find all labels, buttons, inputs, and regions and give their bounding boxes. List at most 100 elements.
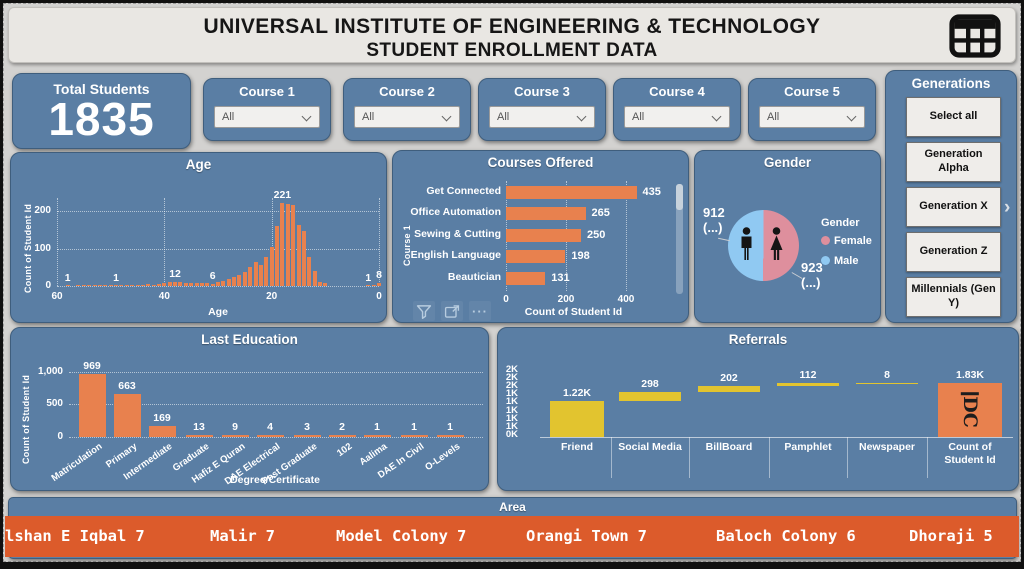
age-chart-title: Age [185,157,212,172]
referrals-bar[interactable] [619,392,681,401]
course-bar[interactable] [506,250,566,264]
course-5-dropdown[interactable]: All [759,106,865,128]
chart-scrollbar[interactable] [676,184,683,294]
generation-button-x[interactable]: Generation X [906,187,1001,227]
referrals-bar[interactable] [777,382,839,387]
age-bar[interactable] [173,281,178,286]
last-education-bar[interactable] [113,393,141,437]
age-bar[interactable] [189,283,194,286]
course-bar[interactable] [506,228,581,242]
age-bar[interactable] [146,284,151,286]
age-bar[interactable] [156,283,161,286]
age-bar[interactable] [216,282,220,286]
referrals-bar[interactable] [698,386,760,393]
last-education-bar[interactable] [256,435,284,437]
course-bar[interactable] [506,186,637,199]
age-bar[interactable] [108,284,113,286]
last-education-bar[interactable] [328,435,356,437]
course-4-dropdown[interactable]: All [624,106,730,128]
last-education-bar[interactable] [363,435,391,437]
age-bar[interactable] [167,282,172,286]
age-bar[interactable] [119,284,124,286]
age-bar[interactable] [65,284,70,286]
age-bar[interactable] [371,284,376,286]
age-bar[interactable] [210,283,215,286]
generation-button-millennials[interactable]: Millennials (Gen Y) [906,277,1001,317]
last-education-bar[interactable] [148,425,176,437]
chart-scrollbar-thumb[interactable] [676,184,683,210]
page-title-line2: STUDENT ENROLLMENT DATA [366,40,658,61]
male-legend-label[interactable]: Male [834,255,859,267]
last-education-bar[interactable] [400,435,428,437]
last-education-bar[interactable] [436,435,464,437]
age-bar[interactable] [199,283,204,286]
age-bar[interactable] [323,283,328,286]
generations-panel: Generations Select all Generation Alpha … [885,70,1017,323]
course-bar[interactable] [506,271,546,285]
more-options-icon[interactable]: ··· [469,301,491,321]
age-bar[interactable] [366,284,371,286]
age-bar[interactable] [312,271,317,286]
age-bar[interactable] [237,274,242,286]
referrals-category-label: Newspaper [858,441,916,453]
age-bar[interactable] [97,284,102,286]
female-legend-label[interactable]: Female [834,235,872,247]
age-bar[interactable] [226,278,231,286]
last-education-bar[interactable] [293,435,321,437]
age-bar[interactable] [140,284,145,286]
age-bar[interactable] [178,282,183,286]
age-bar[interactable] [301,230,306,286]
chevron-right-icon[interactable]: › [1004,197,1011,218]
age-bar[interactable] [194,283,199,286]
generation-button-alpha[interactable]: Generation Alpha [906,142,1001,182]
age-bar[interactable] [285,204,290,286]
course-1-dropdown[interactable]: All [214,106,320,128]
age-bar[interactable] [114,284,119,286]
age-bar[interactable] [275,226,280,286]
age-bar[interactable] [296,224,301,286]
female-legend-dot [821,236,830,245]
age-bar[interactable] [232,277,237,286]
age-bar[interactable] [124,284,129,286]
age-bar[interactable] [135,284,140,286]
age-bar[interactable] [242,271,247,286]
male-icon [741,227,752,260]
gender-pie[interactable] [728,210,799,281]
age-bar[interactable] [76,284,81,286]
age-bar[interactable] [280,203,285,286]
filter-funnel-icon[interactable] [413,301,435,321]
course-bar[interactable] [506,207,586,221]
age-bar[interactable] [248,267,253,286]
referrals-total-bar[interactable] [938,383,1002,437]
age-bar[interactable] [151,284,156,286]
age-bar[interactable] [81,284,86,286]
age-bar[interactable] [307,256,312,286]
age-bar[interactable] [264,256,269,286]
age-bar[interactable] [183,283,188,286]
referrals-bar[interactable] [856,382,918,385]
age-bar[interactable] [87,284,92,286]
age-bar[interactable] [291,205,296,286]
age-bar[interactable] [162,282,167,286]
age-bar[interactable] [205,283,210,286]
course-2-dropdown[interactable]: All [354,106,460,128]
age-bar[interactable] [317,281,322,286]
age-bar[interactable] [377,283,381,286]
courses-category-label: Beautician [447,270,501,283]
age-bar[interactable] [269,246,274,286]
generation-button-z[interactable]: Generation Z [906,232,1001,272]
last-education-bar[interactable] [78,373,106,437]
referrals-bar[interactable] [550,401,604,437]
age-bar[interactable] [253,261,258,286]
age-bar[interactable] [130,284,135,286]
age-bar[interactable] [258,265,263,286]
age-bar[interactable] [103,284,108,286]
age-bar[interactable] [92,284,97,286]
focus-mode-icon[interactable] [441,301,463,321]
last-education-bar[interactable] [185,435,213,437]
generation-button-select-all[interactable]: Select all [906,97,1001,137]
age-bar[interactable] [221,280,226,286]
last-education-bar[interactable] [221,435,249,437]
course-3-dropdown[interactable]: All [489,106,595,128]
